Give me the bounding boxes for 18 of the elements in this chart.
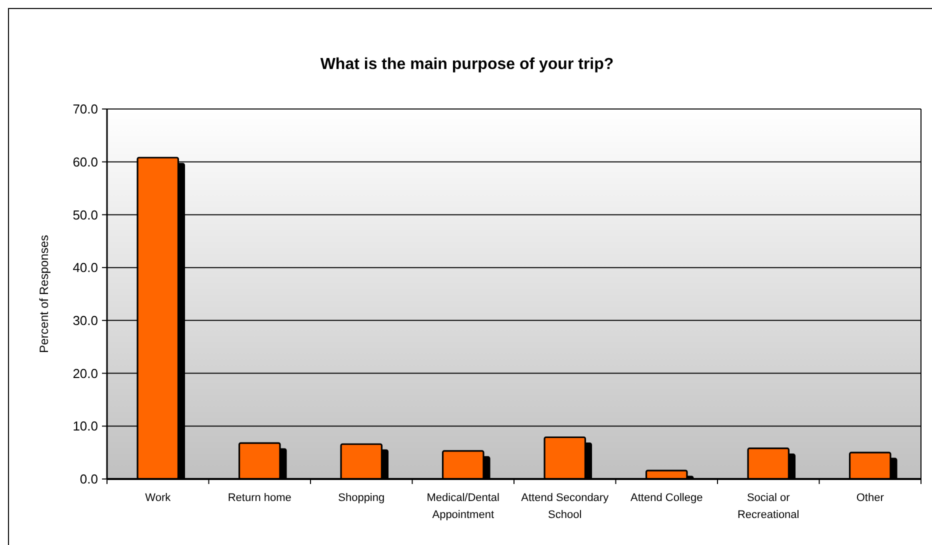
x-tick-label: Shopping — [338, 492, 385, 504]
y-tick-label: 30.0 — [72, 312, 98, 328]
y-tick-label: 0.0 — [80, 472, 98, 487]
y-axis-title: Percent of Responses — [37, 234, 51, 354]
y-tick-label: 20.0 — [72, 366, 98, 381]
x-tick-label: Attend College — [630, 492, 703, 504]
x-tick-label: Work — [145, 492, 172, 504]
y-tick-label: 10.0 — [72, 418, 98, 434]
y-tick-label: 70.0 — [72, 102, 98, 117]
x-tick-label: Attend Secondary School — [521, 492, 610, 521]
y-tick-label: 60.0 — [72, 154, 98, 170]
x-tick-label: Medical/Dental Appointment — [426, 492, 500, 521]
x-tick-label: Social or Recreational — [737, 492, 800, 521]
x-tick-label: Other — [856, 492, 884, 504]
chart-title: What is the main purpose of your trip? — [320, 56, 614, 73]
y-tick-label: 40.0 — [72, 260, 98, 276]
y-tick-label: 50.0 — [72, 207, 98, 222]
x-tick-label: Return home — [228, 492, 292, 504]
